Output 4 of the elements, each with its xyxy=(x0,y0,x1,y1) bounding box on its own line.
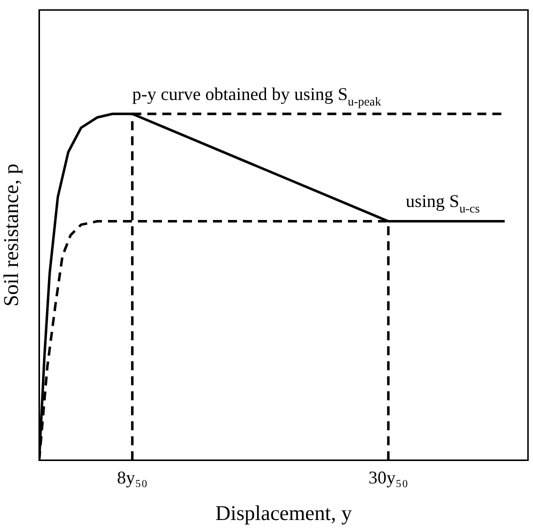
y-axis-title: Soil resistance, p xyxy=(0,164,24,307)
x-tick-label: 30y₅₀ xyxy=(368,468,408,488)
x-tick-label: 8y₅₀ xyxy=(117,468,148,488)
x-axis-title: Displacement, y xyxy=(215,500,352,525)
